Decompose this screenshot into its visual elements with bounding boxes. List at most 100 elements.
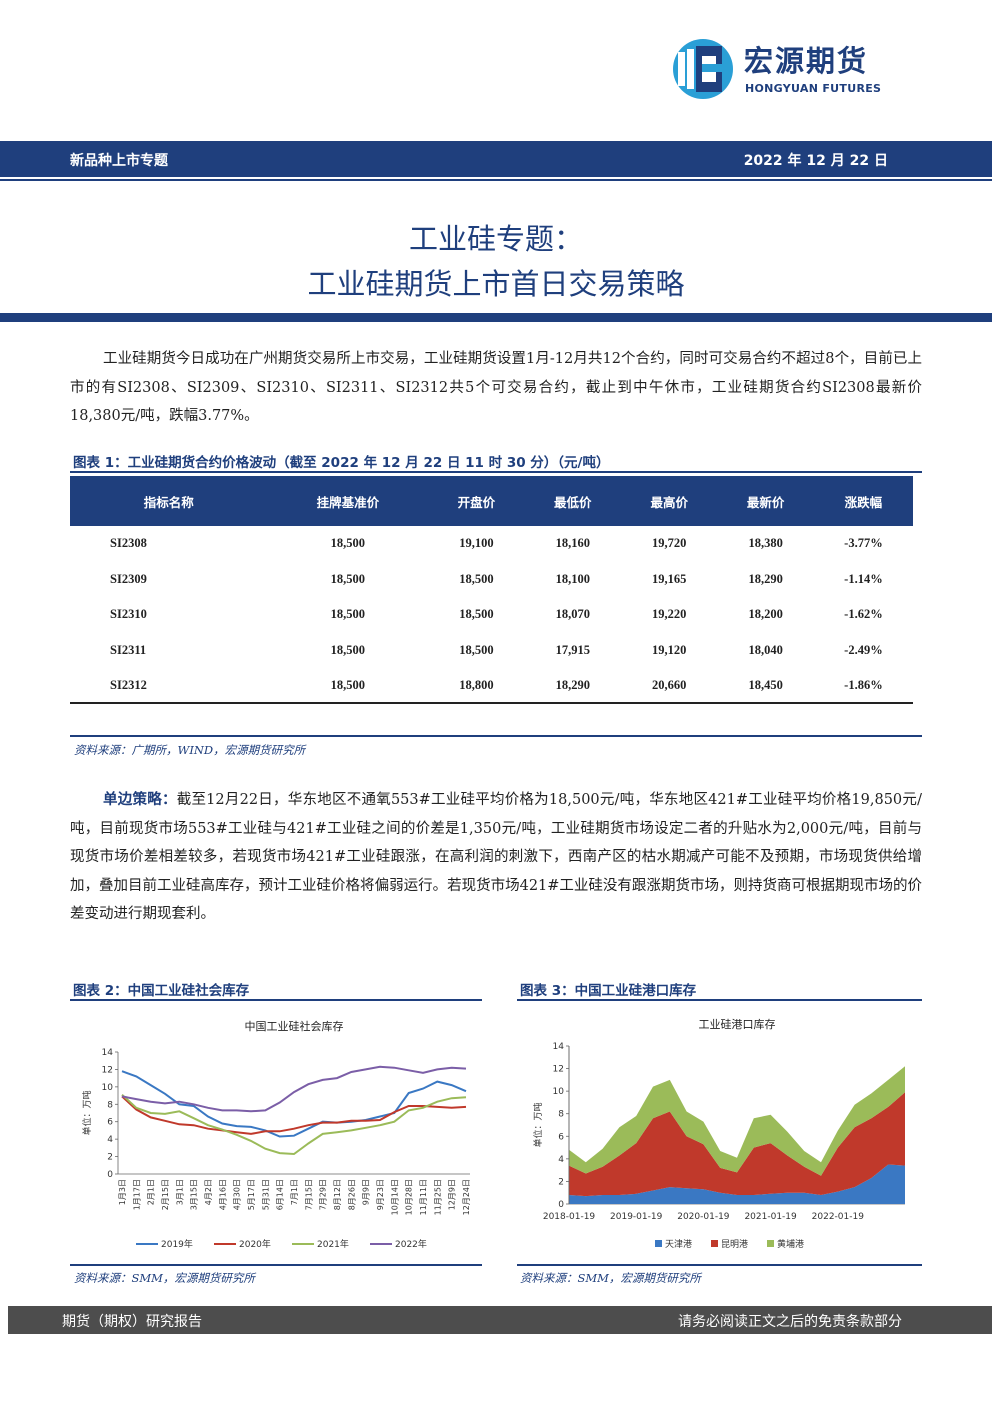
- x-tick-label: 8月12日: [333, 1179, 342, 1210]
- table-cell: 18,100: [555, 571, 590, 586]
- y-tick-label: 6: [107, 1118, 113, 1128]
- strategy-lead: 单边策略：: [103, 791, 177, 808]
- x-tick-label: 11月25日: [433, 1179, 442, 1215]
- series-area: [569, 1164, 905, 1204]
- legend-swatch: [655, 1240, 662, 1247]
- table-cell: 19,220: [652, 607, 687, 622]
- x-tick-label: 8月26日: [347, 1179, 356, 1210]
- x-tick-label: 2月1日: [147, 1179, 156, 1205]
- legend-label: 黄埔港: [777, 1238, 804, 1250]
- footer-band: [8, 1306, 992, 1334]
- table-cell: 18,500: [330, 607, 366, 622]
- table-row: SI2308 18,500 19,100 18,160 19,720 18,38…: [70, 526, 913, 562]
- header-band: [0, 141, 992, 177]
- report-topic: 新品种上市专题: [70, 153, 168, 169]
- table-cell: 18,500: [330, 678, 366, 693]
- y-tick-label: 4: [107, 1135, 113, 1145]
- x-tick-label: 2022-01-19: [812, 1212, 865, 1222]
- table-cell: 18,500: [459, 642, 494, 657]
- social-inventory-chart: 中国工业硅社会库存 0 2 4 6 8 10 12 14 单位：万吨 1月3日 1月17日 2月1日 2月…: [81, 1019, 471, 1250]
- port-inventory-chart: 工业硅港口库存 0 2 4 6 8 10 12 14 单位：万吨 2018-01-19 2019-01…: [532, 1017, 905, 1250]
- table-cell: 17,915: [555, 642, 590, 657]
- header-divider: [0, 179, 992, 181]
- x-tick-label: 6月14日: [276, 1179, 285, 1210]
- caption-divider: [70, 999, 482, 1001]
- table-bottom-rule: [70, 702, 913, 704]
- table-cell: 18,290: [748, 571, 783, 586]
- y-tick-label: 14: [553, 1042, 565, 1052]
- header-cell: 指标名称: [70, 476, 268, 526]
- x-tick-label: 12月24日: [462, 1179, 471, 1215]
- x-tick-label: 5月17日: [247, 1179, 256, 1210]
- table-cell: 19,120: [652, 642, 687, 657]
- footer-disclaimer-note: 请务必阅读正文之后的免责条款部分: [678, 1314, 902, 1330]
- x-tick-label: 2020-01-19: [677, 1212, 730, 1222]
- table-cell: 18,500: [330, 642, 366, 657]
- y-tick-label: 12: [553, 1065, 564, 1075]
- table-cell: -1.62%: [844, 607, 883, 622]
- x-tick-label: 5月31日: [261, 1179, 270, 1210]
- table-row: SI2311 18,500 18,500 17,915 19,120 18,04…: [70, 633, 913, 669]
- series-line: [121, 1095, 467, 1135]
- x-tick-label: 9月9日: [362, 1179, 371, 1205]
- x-tick-label: 11月11日: [419, 1179, 428, 1215]
- x-tick-label: 4月30日: [233, 1179, 242, 1210]
- table-row: SI2309 18,500 18,500 18,100 19,165 18,29…: [70, 562, 913, 598]
- figure-3-source: 资料来源：SMM，宏源期货研究所: [520, 1271, 701, 1285]
- header-cell: 涨跌幅: [813, 476, 913, 526]
- table-cell: 18,200: [748, 607, 783, 622]
- table-cell: 18,500: [330, 571, 366, 586]
- logo-mark-icon: [673, 39, 733, 99]
- report-date: 2022 年 12 月 22 日: [743, 153, 888, 169]
- legend-label: 2020年: [239, 1238, 271, 1250]
- strategy-paragraph: 单边策略：截至12月22日，华东地区不通氧553#工业硅平均价格为18,500元…: [70, 786, 922, 929]
- y-tick-label: 10: [102, 1083, 114, 1093]
- report-title-line-2: 工业硅期货上市首日交易策略: [307, 267, 685, 301]
- footer-report-type: 期货（期权）研究报告: [62, 1314, 202, 1330]
- figure-2-caption: 图表 2：中国工业硅社会库存: [73, 983, 250, 999]
- y-tick-label: 8: [107, 1100, 113, 1110]
- table-cell: 18,450: [748, 678, 783, 693]
- y-tick-label: 6: [558, 1132, 564, 1142]
- table-cell: 18,040: [748, 642, 783, 657]
- y-tick-label: 0: [558, 1200, 564, 1210]
- contract-cell: SI2312: [110, 678, 147, 693]
- y-tick-label: 12: [102, 1065, 113, 1075]
- series-line: [121, 1070, 467, 1138]
- table-cell: 18,800: [459, 678, 494, 693]
- x-tick-label: 7月29日: [319, 1179, 328, 1210]
- figure-2-source: 资料来源：SMM，宏源期货研究所: [74, 1271, 255, 1285]
- y-axis-label: 单位：万吨: [81, 1090, 93, 1135]
- y-tick-label: 2: [107, 1153, 113, 1163]
- table-cell: 18,500: [459, 571, 494, 586]
- x-tick-label: 7月15日: [304, 1179, 313, 1210]
- caption-divider: [70, 471, 922, 473]
- contract-cell: SI2311: [110, 642, 147, 657]
- x-tick-label: 2019-01-19: [610, 1212, 663, 1222]
- x-tick-label: 3月1日: [175, 1179, 184, 1205]
- legend-label: 2019年: [161, 1238, 193, 1250]
- y-tick-label: 4: [558, 1155, 564, 1165]
- company-logo: 宏源期货 HONGYUAN FUTURES: [672, 36, 922, 102]
- source-divider: [70, 1264, 482, 1266]
- table-row: SI2310 18,500 18,500 18,070 19,220 18,20…: [70, 597, 913, 633]
- table-1-source: 资料来源：广期所，WIND，宏源期货研究所: [74, 743, 306, 757]
- table-cell: 18,500: [330, 536, 366, 551]
- table-cell: 18,160: [555, 536, 590, 551]
- y-tick-label: 8: [558, 1110, 564, 1120]
- x-tick-label: 12月9日: [448, 1179, 457, 1210]
- x-tick-label: 4月2日: [204, 1179, 213, 1205]
- intro-paragraph: 工业硅期货今日成功在广州期货交易所上市交易，工业硅期货设置1月-12月共12个合…: [70, 351, 922, 424]
- table-row: SI2312 18,500 18,800 18,290 20,660 18,45…: [70, 668, 913, 704]
- table-cell: 19,100: [459, 536, 494, 551]
- legend-swatch: [711, 1240, 718, 1247]
- series-line: [121, 1093, 467, 1156]
- strategy-text: 截至12月22日，华东地区不通氧553#工业硅平均价格为18,500元/吨，华东…: [70, 792, 923, 922]
- price-table: 指标名称 挂牌基准价 开盘价 最低价 最高价 最新价 涨跌幅 SI2308 18…: [70, 476, 913, 704]
- table-cell: 19,165: [652, 571, 687, 586]
- brand-name-cn: 宏源期货: [744, 44, 869, 78]
- title-divider: [0, 313, 992, 322]
- table-cell: 18,070: [555, 607, 590, 622]
- legend-label: 2021年: [317, 1238, 349, 1250]
- series-line: [121, 1065, 467, 1113]
